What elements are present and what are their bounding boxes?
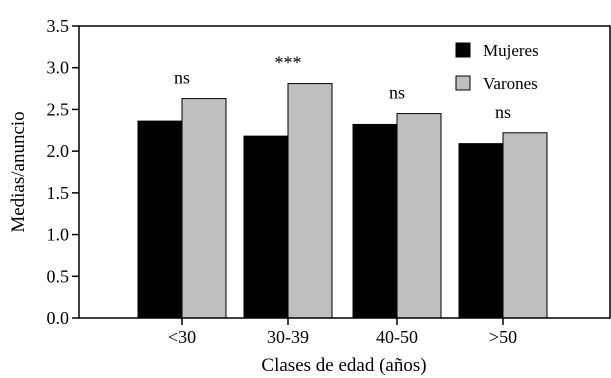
significance-label: ns bbox=[174, 68, 190, 88]
bar-mujeres-2 bbox=[353, 124, 397, 318]
significance-label: ns bbox=[495, 102, 511, 122]
bar-mujeres-1 bbox=[244, 136, 288, 318]
significance-label: *** bbox=[275, 53, 302, 73]
legend: Mujeres Varones bbox=[456, 41, 539, 93]
legend-label-mujeres: Mujeres bbox=[483, 41, 539, 60]
bar-varones-3 bbox=[503, 133, 547, 318]
x-tick-label: <30 bbox=[168, 327, 196, 347]
bar-mujeres-3 bbox=[459, 144, 503, 318]
y-tick-label: 3.5 bbox=[47, 16, 70, 36]
legend-label-varones: Varones bbox=[483, 74, 538, 93]
bar-varones-1 bbox=[288, 84, 332, 318]
y-tick-label: 0.0 bbox=[47, 308, 70, 328]
y-tick-label: 0.5 bbox=[47, 266, 70, 286]
x-axis-label: Clases de edad (años) bbox=[261, 355, 426, 376]
x-axis-ticks: <30 30-39 40-50 >50 bbox=[168, 318, 517, 347]
significance-label: ns bbox=[389, 83, 405, 103]
bar-varones-0 bbox=[182, 99, 226, 318]
y-axis-ticks: 0.0 0.5 1.0 1.5 2.0 2.5 3.0 3.5 bbox=[47, 16, 80, 328]
y-tick-label: 3.0 bbox=[47, 58, 70, 78]
bar-varones-2 bbox=[397, 114, 441, 318]
bars bbox=[138, 84, 547, 318]
legend-swatch-varones bbox=[456, 76, 470, 90]
x-tick-label: 30-39 bbox=[267, 327, 309, 347]
bar-mujeres-0 bbox=[138, 121, 182, 318]
y-tick-label: 2.0 bbox=[47, 141, 70, 161]
x-tick-label: 40-50 bbox=[376, 327, 418, 347]
x-tick-label: >50 bbox=[489, 327, 517, 347]
y-tick-label: 1.0 bbox=[47, 225, 70, 245]
y-tick-label: 2.5 bbox=[47, 99, 70, 119]
y-tick-label: 1.5 bbox=[47, 183, 70, 203]
y-axis-label: Medias/anuncio bbox=[8, 111, 29, 232]
legend-swatch-mujeres bbox=[456, 43, 470, 57]
